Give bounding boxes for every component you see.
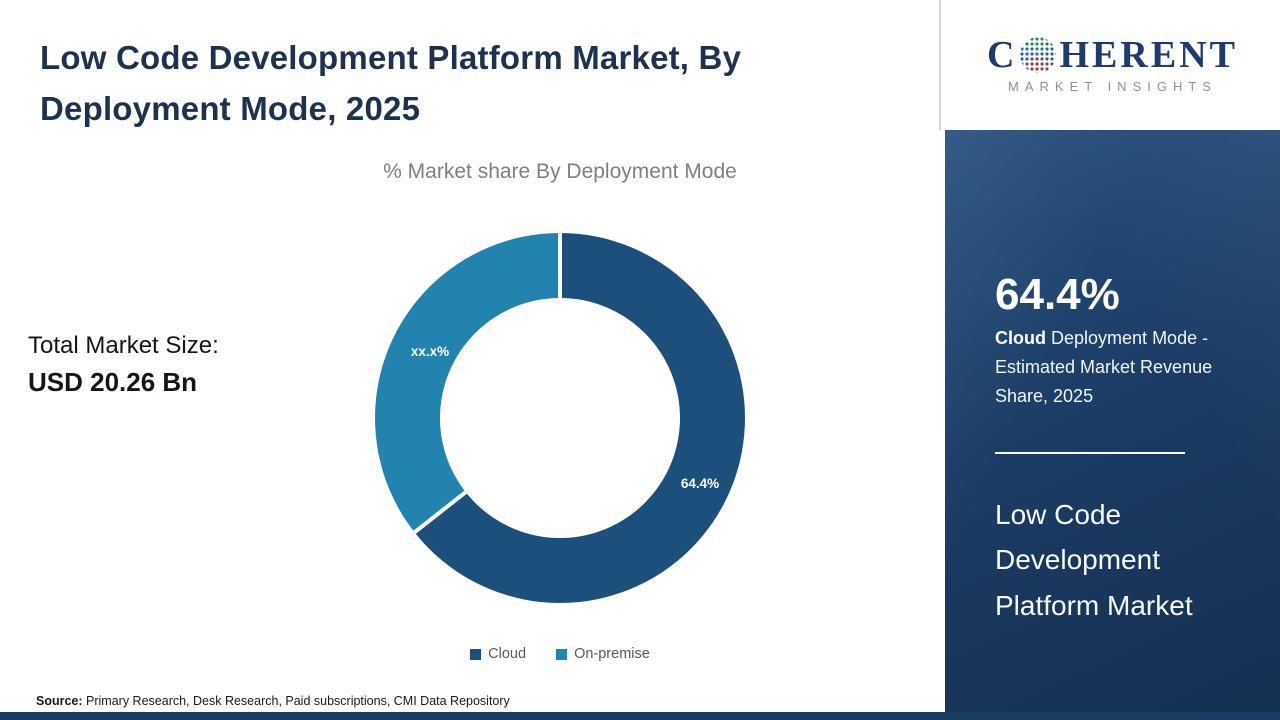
legend-label-cloud: Cloud [488, 646, 527, 662]
bottom-strip [0, 712, 1280, 720]
brand-logo-wordmark: C HERENT [987, 36, 1238, 74]
donut-chart: 64.4% xx.x% [375, 233, 745, 603]
sidebar-stat-highlight: Cloud [995, 328, 1046, 348]
slice-label-onpremise: xx.x% [410, 344, 450, 359]
sidebar-stat-value: 64.4% [995, 270, 1120, 319]
source-label: Source: [36, 694, 83, 708]
total-market-size: Total Market Size: USD 20.26 Bn [28, 328, 219, 400]
chart-legend: Cloud On-premise [160, 646, 960, 662]
sidebar-stat-description: Deployment Mode - Estimated Market Reven… [995, 328, 1213, 406]
source-line: Source: Primary Research, Desk Research,… [36, 694, 510, 708]
sidebar-divider [995, 452, 1185, 454]
slice-label-cloud: 64.4% [680, 476, 720, 491]
legend-label-onpremise: On-premise [574, 646, 650, 662]
brand-logo: C HERENT MARKET INSIGHTS [945, 0, 1280, 130]
brand-logo-tagline: MARKET INSIGHTS [1008, 79, 1217, 94]
brand-logo-part2: HERENT [1059, 34, 1238, 76]
chart-subtitle: % Market share By Deployment Mode [383, 160, 737, 183]
donut-hole [440, 298, 680, 538]
total-market-size-label: Total Market Size: [28, 332, 219, 359]
logo-divider [939, 0, 941, 130]
brand-logo-part1: C [987, 34, 1018, 76]
legend-item-onpremise: On-premise [556, 646, 650, 662]
legend-swatch-cloud [470, 648, 482, 660]
total-market-size-value: USD 20.26 Bn [28, 367, 198, 397]
legend-item-cloud: Cloud [470, 646, 526, 662]
sidebar-stat-text: Cloud Deployment Mode - Estimated Market… [995, 324, 1240, 410]
page-title: Low Code Development Platform Market, By… [40, 39, 742, 128]
source-text: Primary Research, Desk Research, Paid su… [86, 694, 510, 708]
legend-swatch-onpremise [556, 648, 568, 660]
sidebar-market-name: Low Code Development Platform Market [995, 499, 1193, 621]
globe-icon [1020, 37, 1057, 73]
sidebar-panel: 64.4% Cloud Deployment Mode - Estimated … [945, 130, 1280, 720]
